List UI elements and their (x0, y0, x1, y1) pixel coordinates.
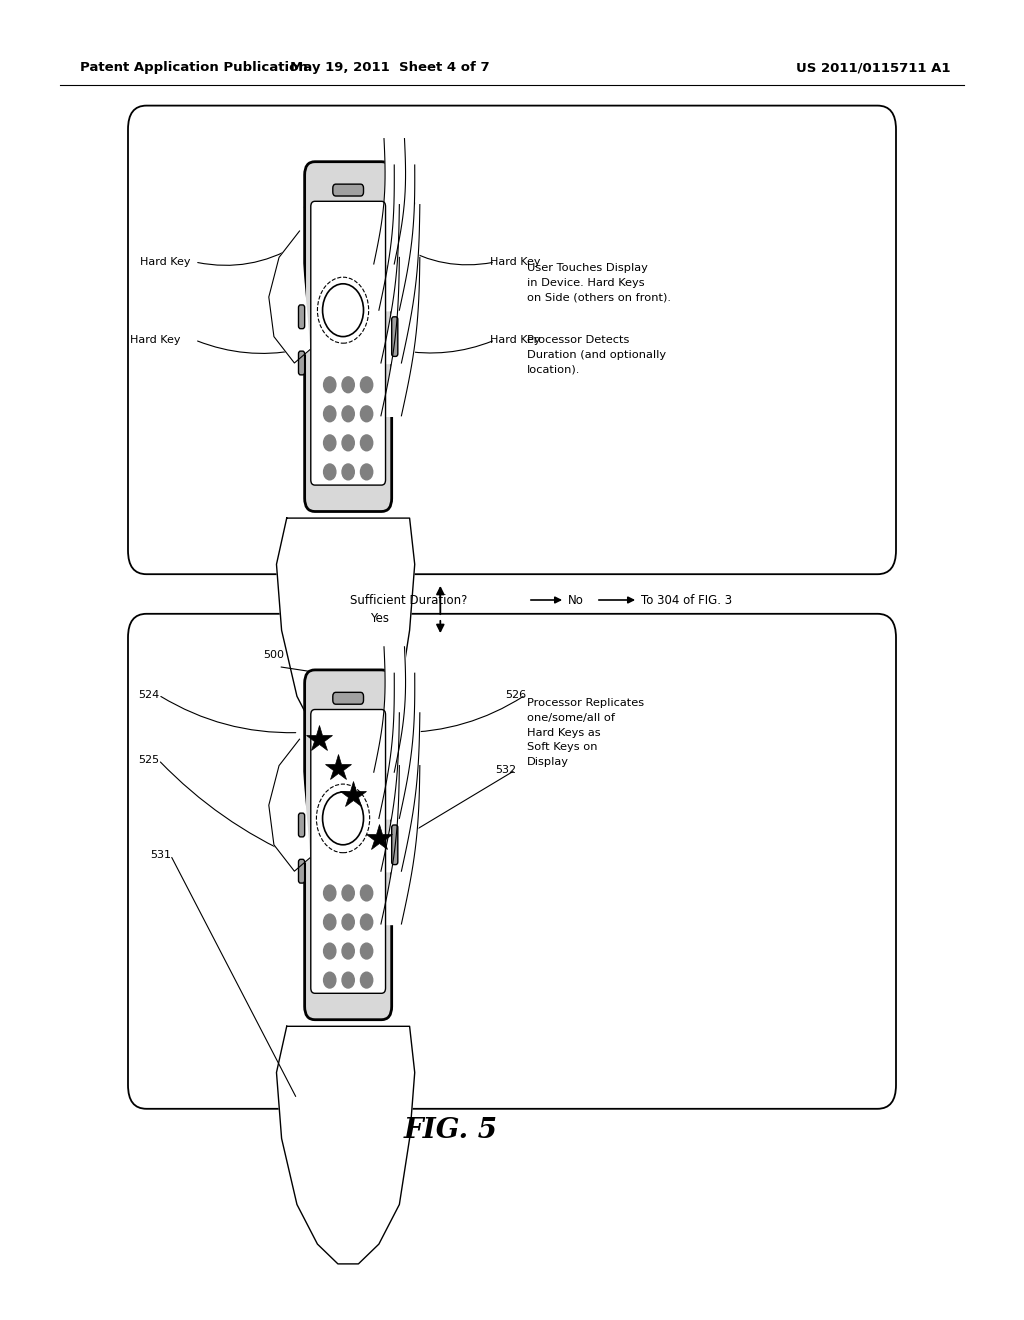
Circle shape (342, 378, 354, 392)
Text: Hard Key: Hard Key (139, 257, 190, 267)
FancyBboxPatch shape (311, 710, 386, 993)
FancyBboxPatch shape (391, 825, 397, 865)
Text: 500: 500 (263, 649, 284, 660)
Text: Processor Detects
Duration (and optionally
location).: Processor Detects Duration (and optional… (527, 335, 667, 375)
FancyBboxPatch shape (299, 813, 305, 837)
Text: 531: 531 (150, 850, 171, 861)
Text: 510: 510 (368, 315, 389, 325)
Text: 523: 523 (367, 752, 388, 763)
Circle shape (324, 434, 336, 450)
Circle shape (324, 405, 336, 421)
Text: 526: 526 (505, 690, 526, 700)
Polygon shape (276, 517, 415, 755)
FancyBboxPatch shape (311, 201, 386, 484)
FancyBboxPatch shape (333, 692, 364, 704)
Circle shape (323, 284, 364, 337)
Text: May 19, 2011  Sheet 4 of 7: May 19, 2011 Sheet 4 of 7 (290, 62, 489, 74)
Circle shape (324, 886, 336, 902)
Circle shape (360, 942, 373, 958)
Circle shape (324, 463, 336, 479)
Text: 525: 525 (138, 755, 159, 766)
Text: User Touches Display
in Device. Hard Keys
on Side (others on front).: User Touches Display in Device. Hard Key… (527, 263, 671, 302)
Circle shape (360, 886, 373, 902)
Circle shape (360, 434, 373, 450)
Circle shape (324, 915, 336, 931)
Text: 500: 500 (302, 201, 323, 210)
Text: Hard Key: Hard Key (489, 335, 541, 345)
Text: 509: 509 (395, 201, 416, 210)
Circle shape (342, 972, 354, 987)
Text: No: No (568, 594, 584, 606)
Circle shape (360, 915, 373, 931)
Text: 521: 521 (318, 715, 339, 725)
Circle shape (323, 792, 364, 845)
Polygon shape (276, 1027, 415, 1265)
Text: Sufficient Duration?: Sufficient Duration? (350, 594, 467, 606)
FancyBboxPatch shape (128, 106, 896, 574)
Text: 522: 522 (348, 735, 370, 744)
FancyBboxPatch shape (305, 161, 392, 511)
Text: Yes: Yes (370, 611, 389, 624)
Text: Hard Key: Hard Key (130, 335, 180, 345)
Circle shape (360, 463, 373, 479)
Circle shape (360, 405, 373, 421)
FancyBboxPatch shape (299, 351, 305, 375)
Text: FIG. 5: FIG. 5 (403, 1117, 498, 1143)
Circle shape (342, 463, 354, 479)
Circle shape (324, 942, 336, 958)
Text: 509: 509 (383, 649, 404, 660)
Text: 532: 532 (495, 766, 516, 775)
Circle shape (324, 378, 336, 392)
FancyBboxPatch shape (299, 305, 305, 329)
Polygon shape (269, 231, 310, 363)
Text: To 304 of FIG. 3: To 304 of FIG. 3 (641, 594, 732, 606)
Circle shape (360, 972, 373, 987)
FancyBboxPatch shape (299, 859, 305, 883)
Text: 511: 511 (335, 300, 356, 310)
Polygon shape (269, 739, 310, 871)
FancyBboxPatch shape (391, 317, 397, 356)
Text: 524: 524 (138, 690, 160, 700)
Circle shape (342, 405, 354, 421)
FancyBboxPatch shape (305, 671, 392, 1020)
Circle shape (342, 886, 354, 902)
Circle shape (342, 434, 354, 450)
Text: Hard Key: Hard Key (489, 257, 541, 267)
Circle shape (342, 915, 354, 931)
FancyBboxPatch shape (128, 614, 896, 1109)
Circle shape (360, 378, 373, 392)
Circle shape (342, 942, 354, 958)
Text: Patent Application Publication: Patent Application Publication (80, 62, 308, 74)
Text: Processor Replicates
one/some/all of
Hard Keys as
Soft Keys on
Display: Processor Replicates one/some/all of Har… (527, 698, 644, 767)
Text: US 2011/0115711 A1: US 2011/0115711 A1 (796, 62, 950, 74)
Circle shape (324, 972, 336, 987)
FancyBboxPatch shape (333, 185, 364, 197)
